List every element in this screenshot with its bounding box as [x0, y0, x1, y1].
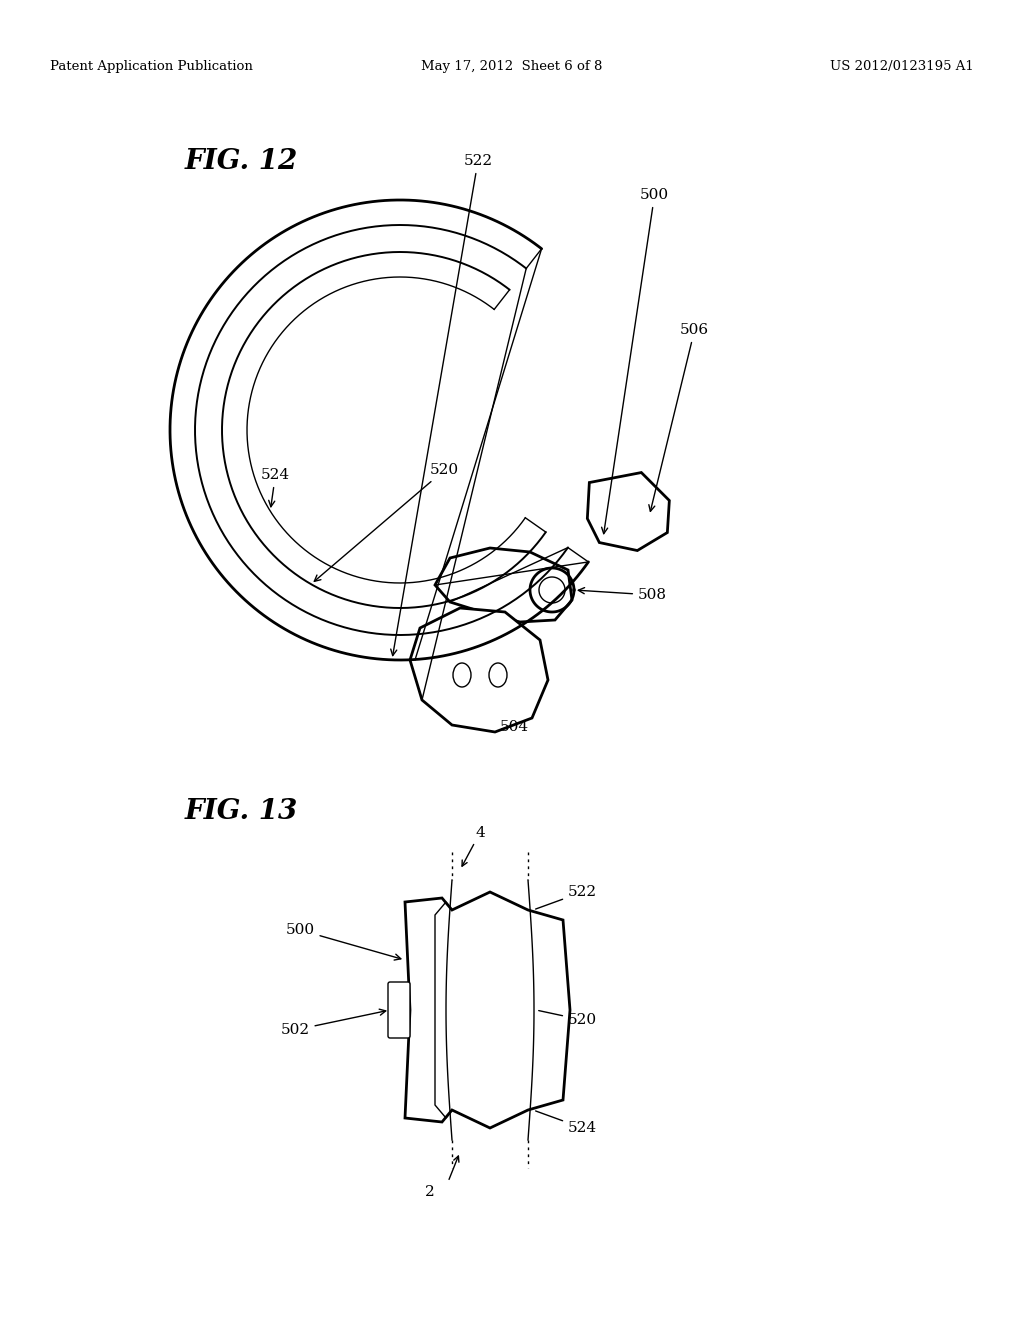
Ellipse shape — [453, 663, 471, 686]
Text: 520: 520 — [539, 1011, 597, 1027]
Text: Patent Application Publication: Patent Application Publication — [50, 59, 253, 73]
FancyBboxPatch shape — [388, 982, 410, 1038]
Text: 4: 4 — [475, 826, 485, 840]
Text: May 17, 2012  Sheet 6 of 8: May 17, 2012 Sheet 6 of 8 — [421, 59, 603, 73]
Text: 508: 508 — [579, 587, 667, 602]
Polygon shape — [435, 548, 572, 622]
Ellipse shape — [489, 663, 507, 686]
Text: 524: 524 — [536, 1111, 597, 1135]
Text: US 2012/0123195 A1: US 2012/0123195 A1 — [830, 59, 974, 73]
Polygon shape — [410, 609, 548, 733]
Text: FIG. 13: FIG. 13 — [185, 799, 298, 825]
Text: 522: 522 — [536, 884, 597, 909]
Text: 500: 500 — [602, 187, 669, 533]
Polygon shape — [406, 892, 570, 1129]
Polygon shape — [588, 473, 670, 550]
Text: 524: 524 — [261, 469, 290, 507]
Text: 504: 504 — [500, 719, 529, 734]
Text: 502: 502 — [281, 1010, 386, 1038]
Text: 520: 520 — [314, 463, 459, 581]
Text: 522: 522 — [391, 154, 493, 656]
Text: 500: 500 — [286, 923, 400, 960]
Text: 506: 506 — [649, 323, 710, 511]
Text: 2: 2 — [425, 1185, 435, 1199]
Text: FIG. 12: FIG. 12 — [185, 148, 298, 176]
